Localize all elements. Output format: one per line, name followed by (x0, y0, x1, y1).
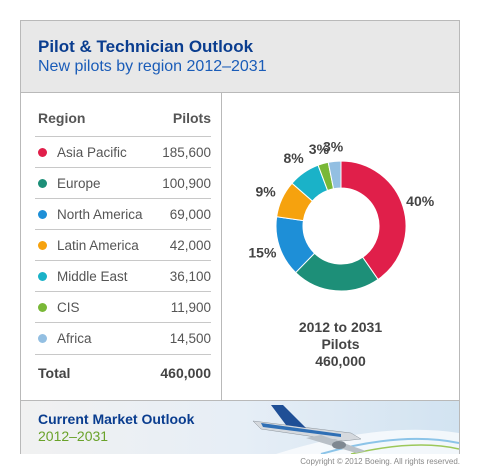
region-label: Asia Pacific (57, 145, 127, 160)
legend-dot (38, 241, 47, 250)
donut-chart-area: 40% 22% 15% 9% 8% 3%3% 2012 to 2031 Pilots 46… (222, 93, 459, 412)
donut-percent-label: 3% (309, 141, 330, 157)
region-label: Latin America (57, 238, 139, 253)
pilots-value: 14,500 (169, 331, 211, 346)
total-row: Total 460,000 (35, 354, 211, 389)
legend-dot (38, 303, 47, 312)
table-row: Europe 100,900 (35, 167, 211, 199)
total-value: 460,000 (160, 365, 211, 381)
region-label: CIS (57, 300, 80, 315)
outlook-panel: Pilot & Technician Outlook New pilots by… (20, 20, 460, 454)
donut-slice-asia-pacific (340, 160, 407, 281)
chart-caption-line-3: 460,000 (315, 353, 366, 369)
table-row: Latin America 42,000 (35, 229, 211, 261)
airplane-graphic (21, 401, 459, 454)
donut-percent-label: 15% (248, 245, 277, 261)
pilots-value: 69,000 (169, 207, 211, 222)
table-row: CIS 11,900 (35, 291, 211, 323)
legend-dot (38, 148, 47, 157)
panel-header: Pilot & Technician Outlook New pilots by… (21, 21, 459, 93)
table-row: Middle East 36,100 (35, 260, 211, 292)
pilots-value: 42,000 (169, 238, 211, 253)
donut-slice-africa (327, 160, 342, 190)
chart-caption-line-1: 2012 to 2031 (298, 319, 383, 335)
donut-percent-label: 40% (406, 193, 435, 209)
donut-percent-label: 9% (255, 183, 276, 199)
donut-percent-label: 8% (283, 150, 304, 166)
donut-chart: 40% 22% 15% 9% 8% 3%3% (248, 138, 435, 316)
legend-dot (38, 210, 47, 219)
region-label: Africa (57, 331, 92, 346)
footer-title: Current Market Outlook (38, 411, 195, 427)
table-row: Asia Pacific 185,600 (35, 136, 211, 168)
legend-dot (38, 179, 47, 188)
page-title: Pilot & Technician Outlook (38, 37, 254, 56)
region-column-header: Region (38, 110, 86, 126)
donut-percent-label: 22% (320, 301, 349, 303)
copyright-notice: Copyright © 2012 Boeing. All rights rese… (300, 457, 460, 466)
total-label: Total (38, 365, 71, 381)
pilots-column-header: Pilots (172, 110, 211, 126)
region-label: Europe (57, 176, 101, 191)
table-row: North America 69,000 (35, 198, 211, 230)
page-subtitle: New pilots by region 2012–2031 (38, 58, 267, 75)
legend-dot (38, 272, 47, 281)
region-label: Middle East (57, 269, 128, 284)
chart-caption-line-2: Pilots (321, 336, 360, 352)
pilots-value: 36,100 (169, 269, 211, 284)
pilots-value: 100,900 (162, 176, 211, 191)
table-row: Africa 14,500 (35, 322, 211, 354)
region-label: North America (57, 207, 143, 222)
region-table: Region Pilots Asia Pacific 185,600 Europ… (21, 93, 222, 412)
legend-dot (38, 334, 47, 343)
footer-subtitle: 2012–2031 (38, 428, 109, 444)
footer-banner: Current Market Outlook 2012–2031 (21, 400, 459, 454)
pilots-value: 11,900 (170, 300, 211, 315)
pilots-value: 185,600 (162, 145, 211, 160)
donut-percent-label: 3% (323, 138, 344, 154)
